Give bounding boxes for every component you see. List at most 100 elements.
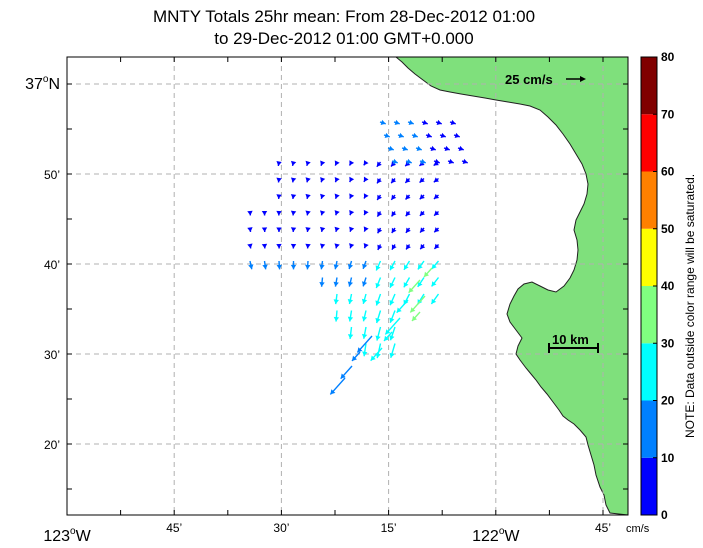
current-vector (461, 158, 468, 165)
colorbar-segment (641, 57, 657, 115)
current-vector (305, 177, 311, 183)
current-vector (320, 177, 326, 183)
current-vector (333, 277, 339, 287)
current-vector (443, 145, 450, 152)
current-vector (305, 210, 311, 216)
colorbar-tick-label: 30 (661, 336, 675, 350)
current-vector (391, 158, 398, 165)
current-vector (305, 243, 311, 249)
current-vector (361, 326, 368, 339)
current-vector (290, 194, 297, 200)
current-vector (347, 293, 354, 305)
lat-label: 40’ (44, 258, 60, 272)
current-vector (431, 277, 440, 287)
current-vector (333, 310, 340, 322)
colorbar-tick-label: 80 (661, 50, 675, 64)
current-vector (375, 310, 382, 324)
current-vector (319, 260, 325, 270)
current-vector (247, 210, 253, 216)
colorbar-segment (641, 343, 657, 401)
current-vector (375, 260, 382, 271)
current-vector (415, 145, 422, 152)
current-vector (417, 277, 425, 288)
current-vector (363, 160, 369, 166)
current-vector (419, 194, 425, 200)
colorbar-tick-label: 60 (661, 165, 675, 179)
lon-label: 30’ (273, 521, 289, 535)
colorbar-segment (641, 457, 657, 515)
current-vector (319, 243, 326, 249)
current-vector (376, 194, 382, 201)
colorbar-segment (641, 286, 657, 344)
current-vector (261, 227, 268, 233)
current-vector (409, 295, 426, 313)
latitude-labels: 37oN 50’ 40’ 30’ 20’ (25, 74, 60, 452)
current-vector (389, 260, 396, 271)
current-vector (375, 326, 382, 341)
current-vector (320, 160, 326, 166)
longitude-labels: 123oW 45’ 30’ 15’ 122oW 45’ (43, 521, 611, 545)
scale-bar-label: 10 km (552, 332, 589, 347)
current-vector (290, 177, 297, 183)
current-vector (457, 145, 464, 152)
current-vector (393, 119, 400, 126)
current-vector (390, 211, 397, 217)
current-vector (425, 132, 432, 139)
current-vector (261, 243, 268, 249)
current-vector (348, 160, 355, 166)
current-vector (429, 145, 436, 152)
current-vector (276, 177, 282, 183)
current-vector (290, 243, 297, 249)
current-vector (319, 226, 326, 233)
current-vector (276, 210, 282, 216)
lat-label: 30’ (44, 348, 60, 362)
lat-label: 37oN (25, 74, 60, 93)
lat-label: 50’ (44, 168, 60, 182)
lat-label: 20’ (44, 438, 60, 452)
map-area (67, 57, 628, 515)
current-vector (405, 194, 411, 200)
current-vector (376, 178, 382, 184)
current-vector (404, 177, 411, 184)
current-vector (320, 193, 326, 200)
current-vector (349, 193, 355, 199)
current-vector (389, 293, 396, 306)
lon-label: 122oW (472, 526, 520, 545)
current-vector (305, 160, 311, 167)
lon-label: 45’ (595, 521, 611, 535)
colorbar-tick-label: 20 (661, 394, 675, 408)
current-vector (390, 177, 397, 184)
current-vector (334, 176, 340, 183)
current-vector (390, 194, 397, 201)
current-vector (362, 343, 368, 357)
current-vector (447, 158, 454, 165)
colorbar-tick-label: 50 (661, 222, 675, 236)
current-vector (334, 210, 340, 216)
current-vector (276, 194, 282, 200)
current-vector (349, 209, 355, 216)
current-vector (276, 161, 282, 167)
current-vector (347, 310, 354, 322)
current-vector (384, 317, 401, 335)
current-vector (261, 210, 268, 216)
current-vector (361, 310, 368, 322)
current-vector (383, 132, 390, 139)
current-vector (363, 193, 369, 199)
lon-label: 123oW (43, 526, 91, 545)
current-vectors (247, 119, 468, 395)
current-vector (333, 260, 339, 270)
current-vector (347, 260, 354, 270)
colorbar-tick-label: 40 (661, 279, 675, 293)
grid-lines (67, 57, 628, 515)
current-vector (433, 210, 440, 217)
current-vector (376, 161, 382, 168)
current-vector (334, 160, 340, 166)
current-vector (363, 243, 369, 249)
colorbar-note: NOTE: Data outside color range will be s… (683, 174, 697, 438)
current-vector (363, 226, 369, 232)
current-vector (389, 326, 396, 341)
current-vector (389, 310, 396, 323)
colorbar-unit: cm/s (626, 523, 650, 535)
map-title-line1: MNTY Totals 25hr mean: From 28-Dec-2012 … (152, 7, 536, 26)
current-vector (379, 119, 386, 126)
